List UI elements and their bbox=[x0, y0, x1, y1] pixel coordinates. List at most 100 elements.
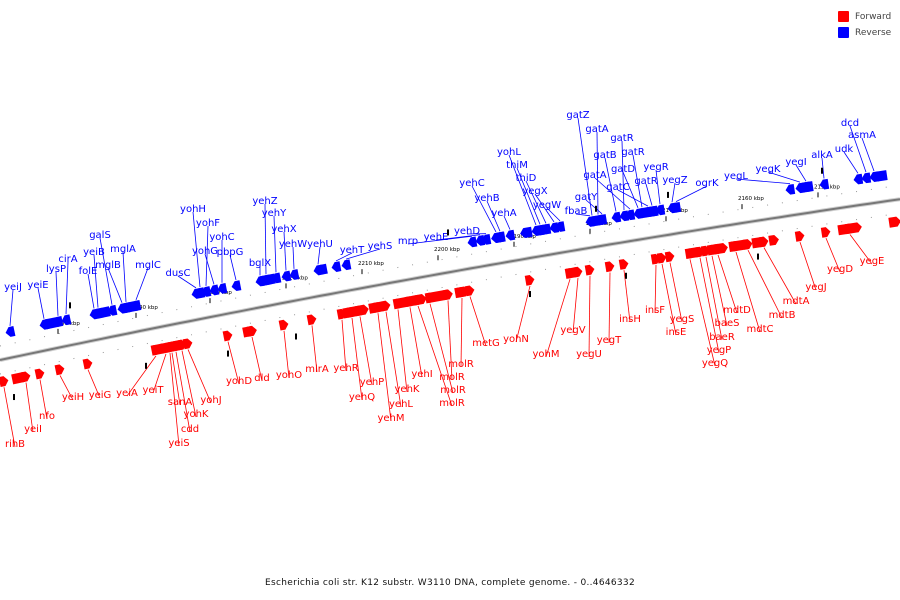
reverse-gene-arrow bbox=[317, 263, 328, 275]
reverse-gene-label: fbaB bbox=[565, 206, 588, 217]
reverse-gene-label-leader bbox=[99, 237, 113, 305]
forward-gene-arrow bbox=[152, 343, 167, 356]
forward-gene-label: mdtA bbox=[783, 296, 810, 307]
pseudo-gene-mark bbox=[667, 191, 669, 198]
pseudo-gene-mark bbox=[69, 302, 71, 309]
scale-label: 2240 kbp bbox=[132, 305, 158, 311]
forward-gene-arrow bbox=[888, 216, 900, 228]
reverse-gene-label-leader bbox=[486, 200, 501, 232]
forward-gene-label-leader bbox=[39, 379, 48, 420]
forward-gene-label: mdtB bbox=[769, 310, 796, 321]
reverse-gene-arrow bbox=[585, 216, 596, 227]
reverse-gene-label: yohF bbox=[196, 218, 220, 229]
reverse-gene-label-leader bbox=[861, 137, 875, 172]
forward-gene-label: yehP bbox=[360, 377, 384, 388]
reverse-gene-label: galS bbox=[89, 230, 111, 241]
forward-gene-label-leader bbox=[699, 257, 720, 354]
reverse-gene-label-leader bbox=[177, 275, 197, 289]
reverse-gene-label-leader bbox=[594, 177, 631, 210]
legend-item-reverse: Reverse bbox=[838, 25, 891, 40]
reverse-gene-label: yeiJ bbox=[4, 282, 22, 293]
scale-label: 2210 kbp bbox=[358, 261, 384, 267]
forward-gene-label: baeS bbox=[715, 318, 740, 329]
reverse-gene-arrow bbox=[799, 181, 814, 193]
forward-gene-label: insH bbox=[619, 314, 641, 325]
pseudo-gene-mark bbox=[821, 167, 823, 174]
forward-gene-label-leader bbox=[169, 352, 180, 447]
forward-gene-label-leader bbox=[460, 297, 463, 368]
reverse-gene-arrow bbox=[491, 231, 506, 244]
reverse-gene-label: yohG bbox=[192, 246, 218, 257]
forward-gene-label: sanA bbox=[168, 397, 193, 408]
reverse-gene-label-leader bbox=[87, 273, 95, 309]
reverse-gene-label-leader bbox=[621, 140, 625, 211]
reverse-gene-label-leader bbox=[735, 178, 791, 185]
reverse-gene-arrow bbox=[853, 173, 864, 185]
reverse-gene-label-leader bbox=[204, 253, 215, 285]
forward-gene-label-leader bbox=[689, 259, 716, 367]
forward-gene-label-leader bbox=[87, 369, 101, 399]
forward-gene-arrow bbox=[837, 222, 862, 236]
reverse-gene-label-leader bbox=[604, 157, 617, 212]
reverse-gene-label-leader bbox=[317, 246, 321, 265]
reverse-gene-label: yohL bbox=[497, 147, 521, 158]
reverse-gene-arrow bbox=[289, 269, 300, 280]
forward-gene-arrow bbox=[768, 234, 779, 246]
reverse-gene-label-leader bbox=[596, 131, 599, 215]
forward-gene-arrow bbox=[728, 239, 751, 253]
forward-gene-label-leader bbox=[654, 264, 657, 314]
forward-gene-arrow bbox=[278, 319, 289, 331]
forward-gene-label-leader bbox=[717, 254, 738, 314]
forward-gene-label-leader bbox=[25, 382, 34, 433]
reverse-gene-label: gatD bbox=[611, 164, 635, 175]
legend-item-forward: Forward bbox=[838, 9, 891, 24]
forward-gene-label: yehK bbox=[395, 384, 420, 395]
reverse-gene-label-leader bbox=[843, 151, 859, 174]
forward-gene-label: baeR bbox=[709, 332, 735, 343]
reverse-gene-arrow bbox=[467, 236, 478, 248]
forward-gene-label: yegJ bbox=[805, 282, 826, 293]
reverse-gene-arrow bbox=[231, 280, 242, 292]
pseudo-gene-mark bbox=[295, 333, 297, 340]
forward-gene-label: insF bbox=[645, 305, 665, 316]
forward-gene-arrow bbox=[396, 294, 427, 309]
forward-gene-label-leader bbox=[311, 325, 318, 373]
scale-label: 2190 kbp bbox=[510, 234, 536, 240]
forward-gene-label-leader bbox=[747, 249, 783, 319]
reverse-gene-label-leader bbox=[622, 171, 639, 208]
reverse-gene-label: yehT bbox=[340, 245, 365, 256]
forward-gene-label: yegP bbox=[707, 345, 731, 356]
forward-gene-label: yegQ bbox=[702, 358, 728, 369]
reverse-swatch bbox=[838, 27, 849, 38]
reverse-gene-label-leader bbox=[503, 215, 511, 230]
reverse-gene-label: yohC bbox=[209, 232, 234, 243]
forward-gene-label-leader bbox=[669, 262, 683, 323]
forward-gene-label: molR bbox=[439, 398, 465, 409]
forward-gene-arrow bbox=[454, 286, 469, 299]
forward-gene-label-leader bbox=[447, 300, 453, 381]
pseudo-gene-mark bbox=[625, 272, 627, 279]
reverse-gene-label-leader bbox=[205, 225, 209, 286]
reverse-gene-arrow bbox=[481, 234, 492, 245]
pseudo-gene-mark bbox=[13, 394, 15, 401]
forward-gene-label: yehL bbox=[389, 399, 413, 410]
reverse-gene-label-leader bbox=[65, 261, 69, 315]
reverse-gene-arrow bbox=[201, 286, 212, 297]
forward-gene-label-leader bbox=[59, 375, 74, 401]
reverse-gene-label: yehW bbox=[279, 239, 307, 250]
reverse-gene-arrow bbox=[785, 183, 796, 195]
forward-gene-label: yeiS bbox=[168, 438, 189, 449]
reverse-gene-label: yegL bbox=[724, 171, 748, 182]
reverse-gene-label: thiM bbox=[506, 160, 528, 171]
reverse-gene-label-leader bbox=[534, 193, 555, 223]
forward-gene-label: molR bbox=[439, 372, 465, 383]
reverse-gene-label: alkA bbox=[811, 150, 833, 161]
forward-gene-arrow bbox=[751, 236, 768, 249]
forward-gene-arrow bbox=[222, 330, 233, 342]
reverse-gene-label: mglC bbox=[135, 260, 161, 271]
forward-gene-arrow bbox=[794, 231, 805, 242]
forward-gene-label-leader bbox=[417, 305, 453, 407]
forward-gene-label-leader bbox=[429, 303, 454, 394]
reverse-gene-arrow bbox=[257, 273, 276, 287]
